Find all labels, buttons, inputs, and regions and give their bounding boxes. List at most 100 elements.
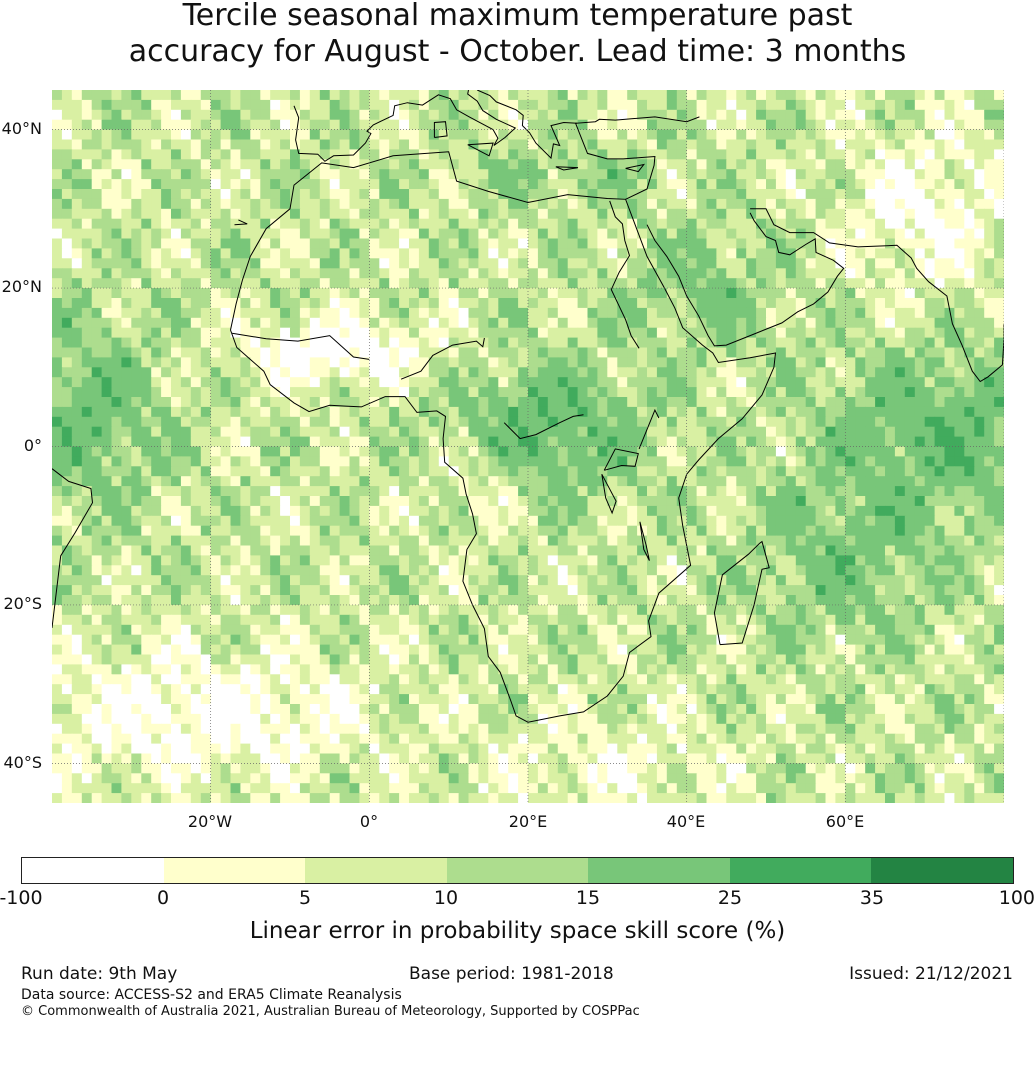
skill-cell [597, 525, 608, 537]
skill-cell [309, 228, 321, 240]
skill-cell [448, 198, 460, 210]
skill-cell [944, 476, 955, 487]
skill-cell [329, 90, 341, 101]
skill-cell [131, 327, 142, 339]
skill-cell [220, 476, 232, 487]
skill-cell [290, 505, 301, 517]
skill-cell [448, 347, 460, 358]
skill-cell [686, 268, 698, 279]
skill-cell [666, 525, 678, 537]
skill-cell [855, 476, 866, 487]
skill-cell [627, 208, 638, 220]
skill-cell [280, 109, 291, 121]
skill-cell [438, 575, 450, 586]
skill-cell [964, 159, 975, 170]
skill-cell [498, 189, 509, 200]
skill-cell [894, 337, 906, 349]
skill-cell [805, 238, 817, 249]
skill-cell [270, 367, 281, 378]
skill-cell [627, 406, 638, 418]
skill-cell [696, 109, 708, 121]
skill-cell [875, 347, 886, 358]
skill-cell [885, 377, 896, 388]
skill-cell [299, 525, 311, 537]
skill-cell [409, 416, 420, 428]
skill-cell [319, 317, 331, 329]
skill-cell [676, 307, 688, 319]
skill-cell [389, 476, 400, 487]
skill-cell [607, 535, 618, 547]
skill-cell [994, 595, 1004, 606]
skill-cell [250, 406, 261, 418]
skill-cell [418, 486, 430, 497]
skill-cell [815, 357, 827, 368]
skill-cell [656, 496, 668, 507]
skill-cell [528, 307, 539, 319]
skill-cell [547, 575, 559, 586]
skill-cell [815, 189, 827, 200]
skill-cell [627, 456, 638, 467]
skill-cell [230, 327, 241, 339]
skill-cell [309, 595, 321, 606]
skill-cell [488, 387, 499, 398]
skill-cell [736, 406, 747, 418]
skill-cell [518, 525, 529, 537]
skill-cell [885, 238, 896, 249]
skill-cell [141, 169, 152, 180]
skill-cell [299, 357, 311, 368]
skill-cell [656, 218, 668, 230]
skill-cell [478, 347, 489, 358]
skill-cell [478, 377, 489, 388]
skill-cell [171, 278, 182, 289]
skill-cell [210, 90, 222, 101]
skill-cell [934, 327, 946, 339]
skill-cell [61, 337, 73, 349]
skill-cell [994, 545, 1004, 556]
skill-cell [190, 377, 202, 388]
skill-cell [696, 248, 708, 259]
skill-cell [389, 248, 400, 259]
skill-cell [399, 337, 410, 349]
skill-cell [537, 347, 549, 358]
skill-cell [180, 298, 192, 309]
skill-cell [151, 367, 162, 378]
skill-cell [319, 169, 331, 180]
skill-cell [52, 298, 63, 309]
skill-cell [230, 416, 241, 428]
skill-cell [746, 317, 757, 329]
skill-cell [746, 99, 757, 111]
skill-cell [71, 565, 83, 576]
skill-cell [438, 317, 450, 329]
skill-cell [706, 377, 717, 388]
skill-cell [775, 515, 787, 527]
skill-cell [52, 288, 63, 299]
skill-cell [448, 90, 460, 101]
skill-cell [280, 525, 291, 537]
skill-cell [944, 535, 955, 547]
skill-cell [210, 337, 222, 349]
skill-cell [845, 268, 856, 279]
skill-cell [379, 555, 390, 566]
skill-cell [795, 307, 807, 319]
skill-cell [329, 367, 341, 378]
skill-cell [587, 496, 598, 507]
skill-cell [934, 387, 946, 398]
skill-cell [468, 258, 479, 269]
skill-cell [537, 456, 549, 467]
skill-cell [954, 198, 965, 210]
skill-cell [230, 357, 241, 368]
skill-cell [220, 496, 232, 507]
skill-cell [309, 446, 321, 457]
skill-cell [964, 288, 975, 299]
skill-cell [716, 337, 727, 349]
skill-cell [686, 119, 698, 131]
skill-cell [61, 307, 73, 319]
skill-cell [974, 476, 985, 487]
skill-cell [151, 595, 162, 606]
skill-cell [240, 446, 251, 457]
skill-cell [319, 585, 331, 596]
skill-cell [617, 446, 628, 457]
skill-cell [994, 278, 1004, 289]
skill-cell [389, 406, 400, 418]
skill-cell [647, 198, 658, 210]
